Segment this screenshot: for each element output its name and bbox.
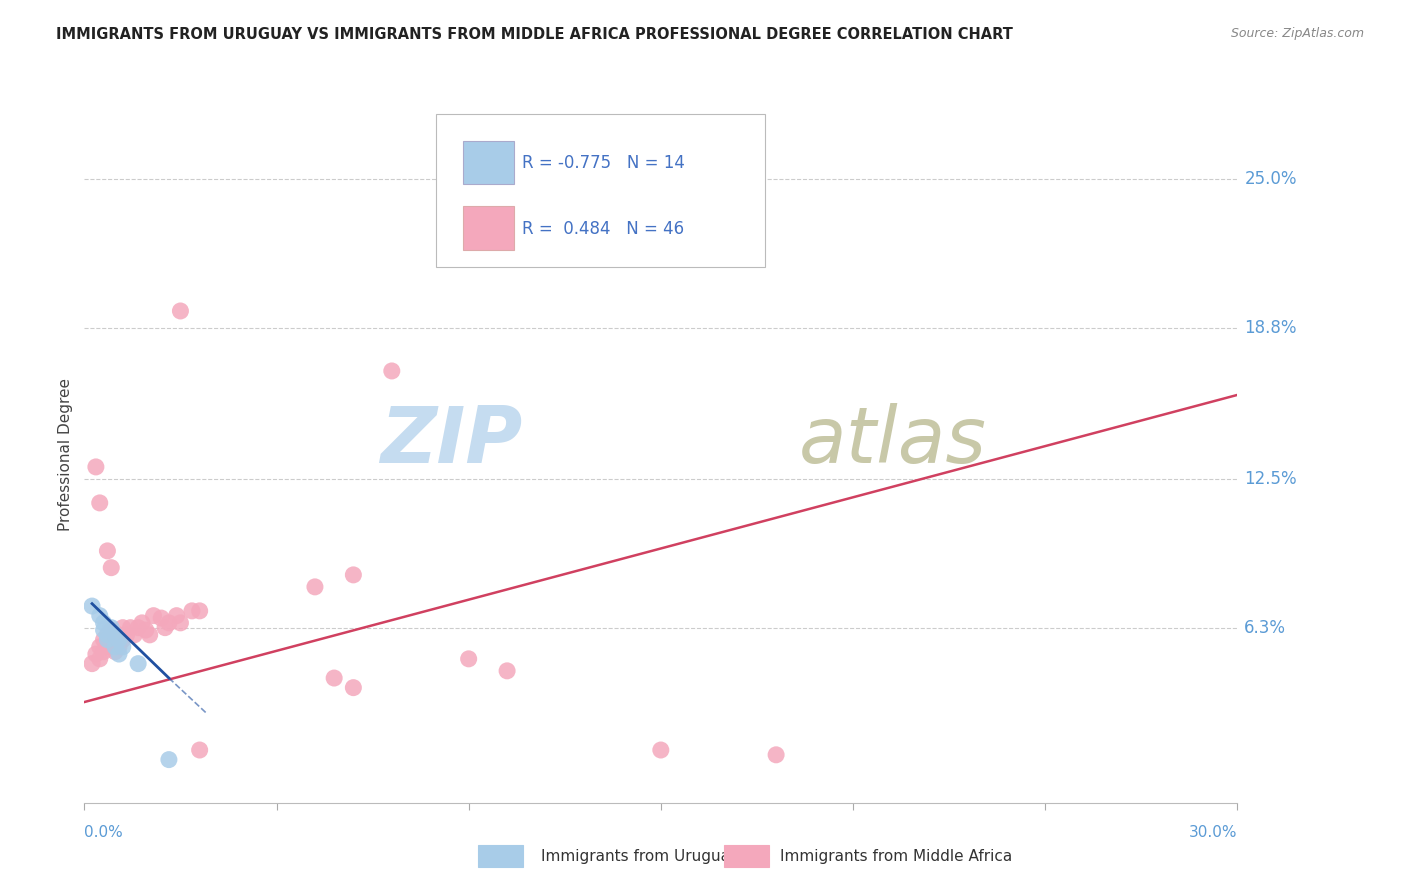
Text: atlas: atlas (799, 403, 987, 479)
Text: 6.3%: 6.3% (1244, 619, 1286, 637)
Text: ZIP: ZIP (380, 403, 523, 479)
Point (104, 640, 127, 654)
FancyBboxPatch shape (463, 206, 515, 250)
Point (457, 652, 479, 666)
Point (89, 640, 111, 654)
Text: R = -0.775   N = 14: R = -0.775 N = 14 (523, 153, 685, 171)
Point (96, 628, 118, 642)
Point (157, 753, 180, 767)
Point (153, 621, 176, 635)
Point (120, 621, 142, 635)
Point (100, 635, 122, 649)
Point (304, 580, 326, 594)
Point (138, 628, 160, 642)
Point (84, 459, 107, 474)
Point (135, 623, 157, 637)
Point (111, 640, 134, 654)
Point (157, 615, 180, 630)
Point (342, 567, 364, 582)
Point (496, 664, 519, 678)
Text: Immigrants from Middle Africa: Immigrants from Middle Africa (780, 849, 1012, 863)
Text: 12.5%: 12.5% (1244, 470, 1296, 488)
Y-axis label: Professional Degree: Professional Degree (58, 378, 73, 532)
Point (100, 621, 122, 635)
Point (127, 621, 149, 635)
Point (131, 615, 153, 630)
Point (108, 640, 131, 654)
Point (89, 496, 111, 510)
Point (181, 604, 204, 618)
Point (124, 628, 146, 642)
Point (84, 647, 107, 661)
Point (96, 544, 118, 558)
Point (765, 747, 787, 762)
Point (127, 657, 149, 671)
Point (80, 599, 103, 613)
Text: 0.0%: 0.0% (84, 825, 124, 840)
Point (96, 640, 118, 654)
FancyBboxPatch shape (436, 114, 765, 267)
Point (104, 628, 127, 642)
Point (93, 645, 115, 659)
Point (104, 645, 127, 659)
Point (169, 304, 191, 318)
Text: Immigrants from Uruguay: Immigrants from Uruguay (541, 849, 740, 863)
Point (100, 560, 122, 574)
Point (166, 608, 188, 623)
Point (89, 652, 111, 666)
Point (80, 657, 103, 671)
Point (89, 608, 111, 623)
Point (100, 623, 122, 637)
Point (93, 623, 115, 637)
Point (142, 608, 165, 623)
Point (111, 621, 134, 635)
Point (150, 611, 173, 625)
Point (93, 632, 115, 647)
Point (108, 647, 131, 661)
Point (108, 628, 131, 642)
Point (169, 615, 191, 630)
Text: IMMIGRANTS FROM URUGUAY VS IMMIGRANTS FROM MIDDLE AFRICA PROFESSIONAL DEGREE COR: IMMIGRANTS FROM URUGUAY VS IMMIGRANTS FR… (56, 27, 1014, 42)
Point (381, 364, 404, 378)
Point (115, 628, 138, 642)
FancyBboxPatch shape (463, 141, 515, 185)
Point (108, 632, 131, 647)
Point (96, 628, 118, 642)
Point (650, 743, 672, 757)
Text: R =  0.484   N = 46: R = 0.484 N = 46 (523, 220, 685, 238)
Point (342, 681, 364, 695)
Point (104, 632, 127, 647)
Text: 18.8%: 18.8% (1244, 318, 1296, 337)
Point (93, 615, 115, 630)
Point (188, 743, 211, 757)
Text: 30.0%: 30.0% (1189, 825, 1237, 840)
Point (96, 632, 118, 647)
Point (323, 671, 346, 685)
Point (188, 604, 211, 618)
Text: Source: ZipAtlas.com: Source: ZipAtlas.com (1230, 27, 1364, 40)
Point (111, 632, 134, 647)
Text: 25.0%: 25.0% (1244, 170, 1296, 188)
